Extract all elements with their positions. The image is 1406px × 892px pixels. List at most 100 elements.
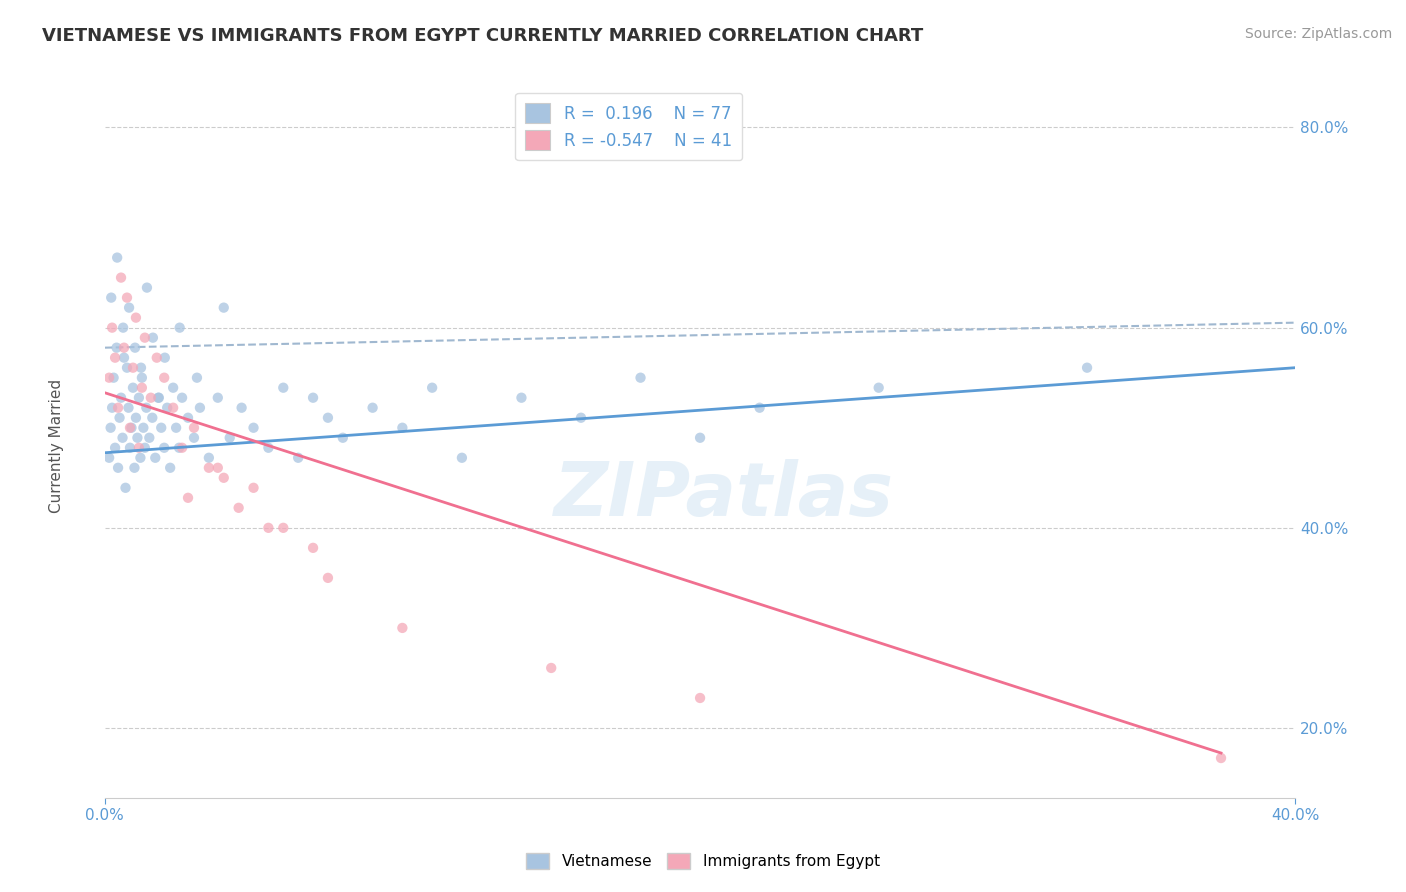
- Point: [125, 310, 148, 325]
- Point: [510, 391, 533, 405]
- Point: [131, 381, 153, 395]
- Point: [391, 421, 413, 435]
- Point: [142, 331, 165, 345]
- Point: [630, 370, 652, 384]
- Point: [177, 410, 200, 425]
- Point: [141, 410, 163, 425]
- Point: [170, 391, 193, 405]
- Point: [689, 431, 711, 445]
- Point: [159, 460, 181, 475]
- Point: [153, 370, 176, 384]
- Point: [242, 421, 264, 435]
- Point: [128, 391, 150, 405]
- Point: [129, 360, 152, 375]
- Point: [207, 391, 229, 405]
- Point: [302, 541, 325, 555]
- Point: [115, 360, 138, 375]
- Point: [104, 441, 127, 455]
- Point: [115, 291, 138, 305]
- Point: [136, 280, 159, 294]
- Point: [122, 360, 145, 375]
- Point: [134, 331, 156, 345]
- Point: [100, 421, 122, 435]
- Point: [105, 341, 128, 355]
- Point: [186, 370, 208, 384]
- Point: [101, 401, 124, 415]
- Point: [228, 500, 250, 515]
- Point: [112, 320, 135, 334]
- Point: [257, 441, 280, 455]
- Point: [218, 431, 240, 445]
- Point: [131, 370, 153, 384]
- Point: [153, 441, 176, 455]
- Point: [231, 401, 253, 415]
- Text: Source: ZipAtlas.com: Source: ZipAtlas.com: [1244, 27, 1392, 41]
- Point: [110, 270, 132, 285]
- Point: [207, 460, 229, 475]
- Point: [98, 450, 121, 465]
- Point: [162, 381, 184, 395]
- Point: [135, 401, 157, 415]
- Point: [212, 301, 235, 315]
- Point: [177, 491, 200, 505]
- Point: [183, 431, 205, 445]
- Point: [212, 471, 235, 485]
- Text: Currently Married: Currently Married: [49, 379, 63, 513]
- Point: [143, 450, 166, 465]
- Point: [125, 410, 148, 425]
- Point: [118, 301, 141, 315]
- Point: [148, 391, 170, 405]
- Point: [271, 381, 294, 395]
- Point: [98, 370, 121, 384]
- Point: [868, 381, 890, 395]
- Point: [118, 421, 141, 435]
- Point: [138, 431, 160, 445]
- Point: [361, 401, 384, 415]
- Point: [156, 401, 179, 415]
- Point: [1209, 751, 1232, 765]
- Point: [1076, 360, 1098, 375]
- Point: [108, 410, 131, 425]
- Point: [188, 401, 211, 415]
- Point: [451, 450, 474, 465]
- Point: [169, 320, 191, 334]
- Point: [139, 391, 162, 405]
- Text: ZIPatlas: ZIPatlas: [554, 458, 894, 532]
- Point: [110, 391, 132, 405]
- Point: [150, 421, 173, 435]
- Point: [420, 381, 443, 395]
- Point: [114, 481, 136, 495]
- Point: [129, 450, 152, 465]
- Point: [103, 370, 125, 384]
- Point: [107, 460, 129, 475]
- Point: [101, 320, 124, 334]
- Point: [104, 351, 127, 365]
- Point: [105, 251, 128, 265]
- Point: [198, 450, 221, 465]
- Point: [117, 401, 139, 415]
- Point: [183, 421, 205, 435]
- Point: [124, 341, 146, 355]
- Legend: R =  0.196    N = 77, R = -0.547    N = 41: R = 0.196 N = 77, R = -0.547 N = 41: [516, 93, 742, 161]
- Point: [112, 341, 135, 355]
- Point: [146, 351, 169, 365]
- Point: [100, 291, 122, 305]
- Point: [748, 401, 770, 415]
- Point: [316, 410, 339, 425]
- Point: [118, 441, 141, 455]
- Point: [134, 441, 156, 455]
- Point: [198, 460, 221, 475]
- Point: [170, 441, 193, 455]
- Point: [124, 460, 146, 475]
- Legend: Vietnamese, Immigrants from Egypt: Vietnamese, Immigrants from Egypt: [520, 847, 886, 875]
- Text: VIETNAMESE VS IMMIGRANTS FROM EGYPT CURRENTLY MARRIED CORRELATION CHART: VIETNAMESE VS IMMIGRANTS FROM EGYPT CURR…: [42, 27, 924, 45]
- Point: [332, 431, 354, 445]
- Point: [257, 521, 280, 535]
- Point: [165, 421, 187, 435]
- Point: [287, 450, 309, 465]
- Point: [302, 391, 325, 405]
- Point: [132, 421, 155, 435]
- Point: [148, 391, 170, 405]
- Point: [167, 441, 190, 455]
- Point: [162, 401, 184, 415]
